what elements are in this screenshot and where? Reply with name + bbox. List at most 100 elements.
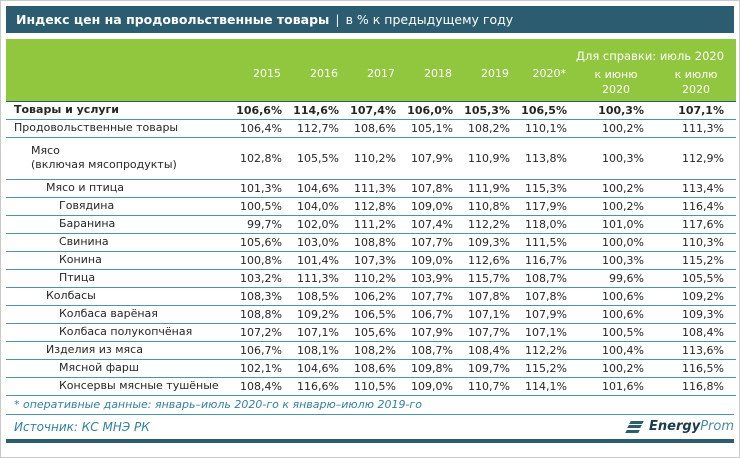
- source-label: Источник: КС МНЭ РК: [14, 419, 150, 434]
- value-cell: 104,6%: [291, 179, 348, 198]
- value-cell: 108,4%: [234, 377, 291, 396]
- row-label: Мясо и птица: [6, 179, 234, 198]
- table-header: Для справки: июль 2020 2015 2016 2017 20…: [6, 39, 736, 101]
- logo-text-prom: Prom: [700, 419, 734, 434]
- column-header-2016: 2016: [291, 63, 348, 101]
- value-cell: 100,5%: [234, 197, 291, 216]
- value-cell: 100,2%: [576, 179, 656, 198]
- value-cell: 107,7%: [405, 287, 462, 306]
- value-cell: 101,6%: [576, 377, 656, 396]
- value-cell: 100,8%: [234, 251, 291, 270]
- value-cell: 109,0%: [405, 377, 462, 396]
- value-cell: 109,7%: [462, 359, 519, 378]
- row-label: Колбаса полукопчёная: [6, 323, 234, 342]
- value-cell: 107,1%: [656, 100, 736, 120]
- value-cell: 112,2%: [519, 341, 576, 360]
- column-header-2018: 2018: [405, 63, 462, 101]
- value-cell: 107,4%: [348, 100, 405, 120]
- value-cell: 108,4%: [462, 341, 519, 360]
- value-cell: 107,8%: [462, 287, 519, 306]
- value-cell: 108,7%: [519, 269, 576, 288]
- table-row: Говядина 100,5% 104,0% 112,8% 109,0% 110,8% 11…: [6, 197, 736, 216]
- value-cell: 102,8%: [234, 137, 291, 180]
- value-cell: 118,0%: [519, 215, 576, 234]
- value-cell: 101,4%: [291, 251, 348, 270]
- value-cell: 100,3%: [576, 100, 656, 120]
- value-cell: 115,2%: [519, 359, 576, 378]
- value-cell: 108,4%: [656, 323, 736, 342]
- value-cell: 117,6%: [656, 215, 736, 234]
- row-label: Колбаса варёная: [6, 305, 234, 324]
- value-cell: 111,3%: [348, 179, 405, 198]
- value-cell: 99,6%: [576, 269, 656, 288]
- value-cell: 115,2%: [656, 251, 736, 270]
- value-cell: 105,5%: [656, 269, 736, 288]
- value-cell: 107,8%: [519, 287, 576, 306]
- value-cell: 110,7%: [462, 377, 519, 396]
- value-cell: 100,0%: [576, 233, 656, 252]
- value-cell: 117,9%: [519, 197, 576, 216]
- value-cell: 114,6%: [291, 100, 348, 120]
- value-cell: 105,3%: [462, 100, 519, 120]
- value-cell: 103,2%: [234, 269, 291, 288]
- title-bar: Индекс цен на продовольственные товары |…: [6, 6, 734, 33]
- value-cell: 107,2%: [234, 323, 291, 342]
- energyprom-stripes-icon: [625, 420, 645, 433]
- value-cell: 112,9%: [656, 137, 736, 180]
- header-spacer: [6, 39, 576, 63]
- value-cell: 106,7%: [234, 341, 291, 360]
- value-cell: 103,0%: [291, 233, 348, 252]
- table-row: Колбаса полукопчёная 107,2% 107,1% 105,6% 10…: [6, 323, 736, 342]
- label-column-header: [6, 63, 234, 101]
- row-label: Баранина: [6, 215, 234, 234]
- row-label: Мясной фарш: [6, 359, 234, 378]
- value-cell: 107,1%: [519, 323, 576, 342]
- value-cell: 99,7%: [234, 215, 291, 234]
- title-separator: |: [335, 12, 340, 27]
- value-cell: 108,8%: [234, 305, 291, 324]
- value-cell: 116,6%: [291, 377, 348, 396]
- value-cell: 108,8%: [348, 233, 405, 252]
- value-cell: 102,1%: [234, 359, 291, 378]
- value-cell: 108,2%: [348, 341, 405, 360]
- value-cell: 110,1%: [519, 119, 576, 138]
- table-row: Птица 103,2% 111,3% 110,2% 103,9% 115,7% 108,7…: [6, 269, 736, 288]
- table-row: Товары и услуги 106,6% 114,6% 107,4% 106,0% 1…: [6, 100, 736, 120]
- value-cell: 115,3%: [519, 179, 576, 198]
- value-cell: 107,1%: [462, 305, 519, 324]
- value-cell: 107,9%: [405, 137, 462, 180]
- table-row: Колбаса варёная 108,8% 109,2% 106,5% 106,7% 1…: [6, 305, 736, 324]
- value-cell: 109,8%: [405, 359, 462, 378]
- value-cell: 110,3%: [656, 233, 736, 252]
- value-cell: 110,8%: [462, 197, 519, 216]
- value-cell: 109,3%: [656, 305, 736, 324]
- value-cell: 109,2%: [656, 287, 736, 306]
- value-cell: 101,0%: [576, 215, 656, 234]
- value-cell: 106,5%: [519, 100, 576, 120]
- value-cell: 109,2%: [291, 305, 348, 324]
- row-label: Говядина: [6, 197, 234, 216]
- value-cell: 105,1%: [405, 119, 462, 138]
- value-cell: 112,8%: [348, 197, 405, 216]
- value-cell: 115,7%: [462, 269, 519, 288]
- value-cell: 109,0%: [405, 197, 462, 216]
- value-cell: 105,5%: [291, 137, 348, 180]
- value-cell: 101,3%: [234, 179, 291, 198]
- value-cell: 108,7%: [405, 341, 462, 360]
- value-cell: 107,8%: [405, 179, 462, 198]
- value-cell: 100,2%: [576, 197, 656, 216]
- value-cell: 100,6%: [576, 305, 656, 324]
- value-cell: 108,1%: [291, 341, 348, 360]
- row-label: Изделия из мяса: [6, 341, 234, 360]
- value-cell: 116,4%: [656, 197, 736, 216]
- value-cell: 105,6%: [348, 323, 405, 342]
- value-cell: 114,1%: [519, 377, 576, 396]
- column-header-to-june: к июню 2020: [576, 63, 656, 101]
- value-cell: 100,2%: [576, 359, 656, 378]
- value-cell: 107,9%: [405, 323, 462, 342]
- reference-group-header: Для справки: июль 2020: [576, 39, 736, 63]
- value-cell: 110,9%: [462, 137, 519, 180]
- value-cell: 110,2%: [348, 269, 405, 288]
- value-cell: 108,2%: [462, 119, 519, 138]
